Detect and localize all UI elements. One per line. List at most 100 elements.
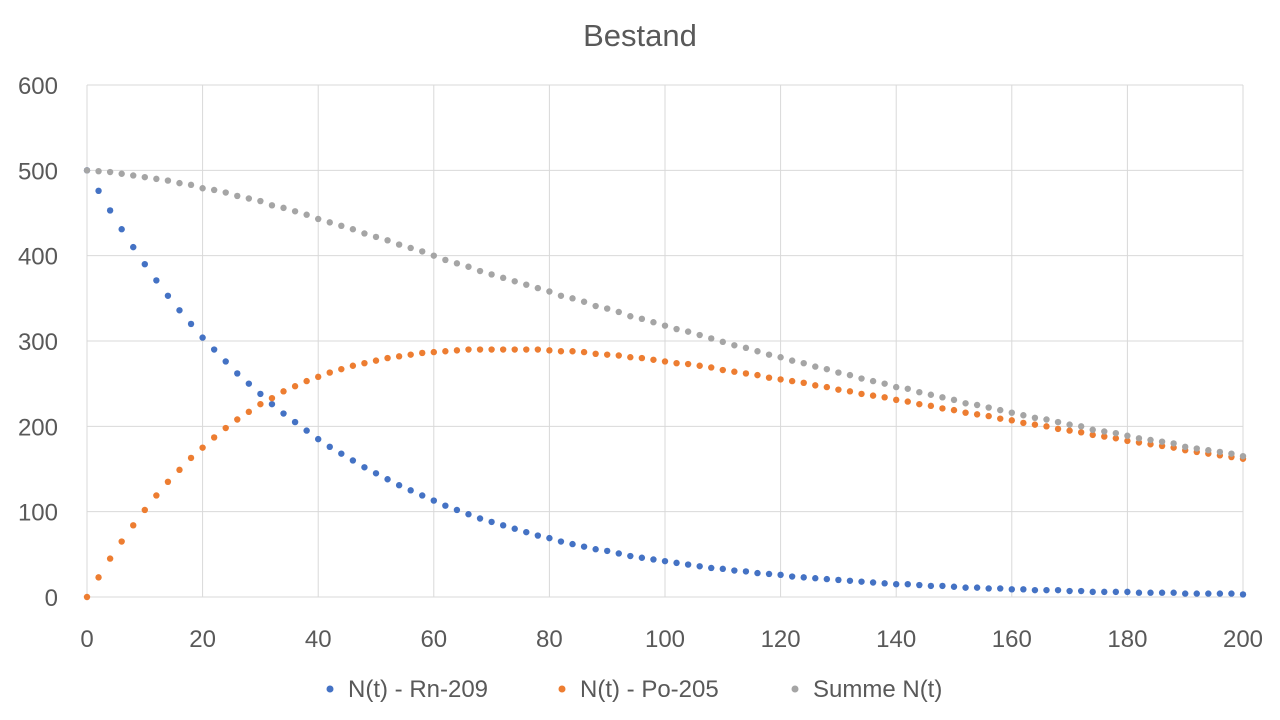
data-point bbox=[1112, 429, 1120, 437]
data-point bbox=[1239, 591, 1247, 598]
data-point bbox=[349, 457, 357, 464]
data-point bbox=[83, 593, 91, 601]
data-point bbox=[106, 555, 114, 562]
data-point bbox=[777, 376, 784, 383]
data-point bbox=[1124, 432, 1131, 439]
data-point bbox=[742, 344, 750, 352]
data-point bbox=[303, 211, 310, 218]
data-point bbox=[557, 292, 565, 299]
data-point bbox=[604, 351, 611, 358]
grid bbox=[86, 84, 1244, 598]
data-point bbox=[858, 390, 865, 398]
data-point bbox=[546, 347, 553, 354]
data-point bbox=[210, 434, 218, 441]
data-point bbox=[823, 365, 831, 373]
x-tick-label: 100 bbox=[645, 626, 685, 653]
data-point bbox=[627, 552, 634, 560]
data-point bbox=[962, 409, 969, 416]
data-point bbox=[927, 582, 935, 590]
data-point bbox=[765, 374, 773, 381]
data-point bbox=[1089, 431, 1096, 439]
legend-marker bbox=[558, 685, 566, 693]
data-point bbox=[742, 370, 750, 377]
data-point bbox=[187, 320, 195, 328]
data-point bbox=[453, 347, 461, 354]
data-point bbox=[210, 346, 218, 353]
data-point bbox=[962, 400, 969, 407]
data-point bbox=[1205, 447, 1212, 454]
data-point bbox=[1193, 445, 1200, 452]
y-tick-label: 100 bbox=[18, 500, 58, 527]
data-point bbox=[708, 335, 715, 342]
data-point bbox=[1089, 588, 1096, 596]
data-point bbox=[812, 575, 819, 582]
data-point bbox=[1239, 453, 1247, 460]
data-point bbox=[1089, 426, 1096, 433]
data-point bbox=[904, 581, 911, 588]
data-point bbox=[1182, 590, 1189, 597]
data-point bbox=[291, 208, 299, 215]
data-point bbox=[893, 396, 900, 404]
data-point bbox=[985, 585, 992, 592]
data-point bbox=[534, 284, 542, 292]
data-point bbox=[361, 230, 368, 237]
data-point bbox=[130, 172, 137, 179]
legend-item: Summe N(t) bbox=[791, 676, 942, 703]
series-2 bbox=[83, 346, 1247, 601]
data-point bbox=[349, 362, 357, 369]
data-point bbox=[973, 401, 981, 409]
data-point bbox=[1066, 587, 1073, 595]
data-point bbox=[372, 470, 380, 477]
legend-label: N(t) - Po-205 bbox=[580, 676, 719, 703]
data-point bbox=[465, 346, 472, 353]
x-tick-label: 40 bbox=[305, 626, 332, 653]
data-point bbox=[580, 298, 588, 305]
data-point bbox=[164, 177, 172, 184]
data-point bbox=[338, 222, 345, 229]
data-point bbox=[997, 406, 1004, 414]
data-point bbox=[754, 569, 761, 577]
data-point bbox=[1077, 429, 1085, 436]
data-point bbox=[1124, 437, 1131, 445]
data-point bbox=[638, 315, 646, 323]
data-point bbox=[234, 416, 241, 423]
data-point bbox=[788, 573, 796, 580]
data-point bbox=[384, 237, 391, 244]
data-point bbox=[1054, 425, 1062, 433]
data-point bbox=[731, 368, 738, 375]
data-point bbox=[488, 518, 495, 526]
y-tick-label: 600 bbox=[18, 73, 58, 100]
data-point bbox=[141, 173, 148, 181]
data-point bbox=[1054, 418, 1062, 426]
data-point bbox=[615, 352, 622, 359]
data-point bbox=[95, 187, 102, 195]
data-point bbox=[1135, 435, 1143, 442]
data-point bbox=[1077, 587, 1085, 595]
data-point bbox=[442, 348, 449, 355]
data-point bbox=[950, 396, 958, 404]
data-point bbox=[708, 564, 715, 572]
y-tick-label: 500 bbox=[18, 158, 58, 185]
data-point bbox=[291, 383, 299, 390]
data-point bbox=[361, 464, 368, 471]
data-point bbox=[1008, 409, 1015, 416]
data-point bbox=[407, 487, 414, 494]
data-point bbox=[904, 398, 911, 405]
data-point bbox=[1101, 588, 1108, 596]
data-point bbox=[199, 185, 206, 192]
data-point bbox=[268, 400, 276, 408]
data-point bbox=[950, 583, 958, 590]
data-point bbox=[846, 371, 854, 379]
data-point bbox=[1031, 414, 1039, 421]
x-tick-label: 0 bbox=[80, 626, 93, 653]
data-point bbox=[881, 580, 888, 587]
data-point bbox=[118, 226, 125, 233]
data-point bbox=[222, 358, 229, 365]
data-point bbox=[777, 354, 784, 361]
legend-label: Summe N(t) bbox=[813, 676, 942, 703]
data-point bbox=[1158, 438, 1166, 445]
data-point bbox=[153, 492, 160, 499]
data-point bbox=[130, 522, 137, 529]
x-tick-label: 120 bbox=[761, 626, 801, 653]
data-point bbox=[153, 277, 160, 284]
